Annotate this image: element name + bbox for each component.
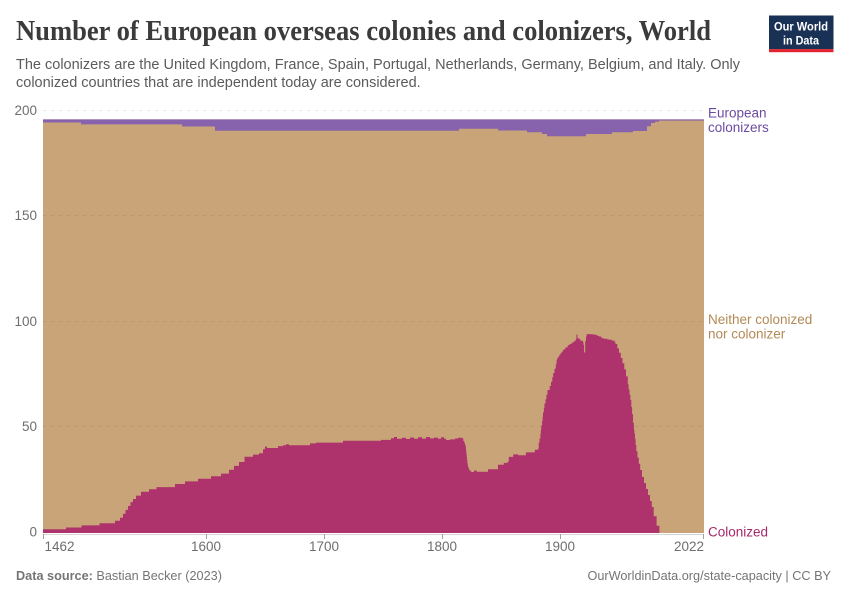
svg-text:200: 200 [14, 103, 37, 118]
svg-text:colonizers: colonizers [708, 120, 769, 135]
svg-text:nor colonizer: nor colonizer [708, 327, 786, 342]
svg-text:1462: 1462 [44, 539, 74, 554]
svg-text:1800: 1800 [427, 539, 457, 554]
svg-text:Our World: Our World [774, 20, 828, 34]
svg-text:150: 150 [14, 208, 37, 223]
svg-text:1700: 1700 [309, 539, 339, 554]
svg-text:Colonized: Colonized [708, 525, 768, 540]
svg-text:Number of European overseas co: Number of European overseas colonies and… [16, 15, 711, 47]
svg-text:1600: 1600 [191, 539, 221, 554]
svg-text:in Data: in Data [783, 34, 819, 48]
svg-text:100: 100 [14, 314, 37, 329]
svg-text:European: European [708, 106, 767, 121]
svg-text:50: 50 [22, 419, 37, 434]
svg-text:0: 0 [29, 525, 37, 540]
svg-text:1900: 1900 [545, 539, 575, 554]
svg-text:Neither colonized: Neither colonized [708, 312, 812, 327]
svg-text:2022: 2022 [674, 539, 704, 554]
